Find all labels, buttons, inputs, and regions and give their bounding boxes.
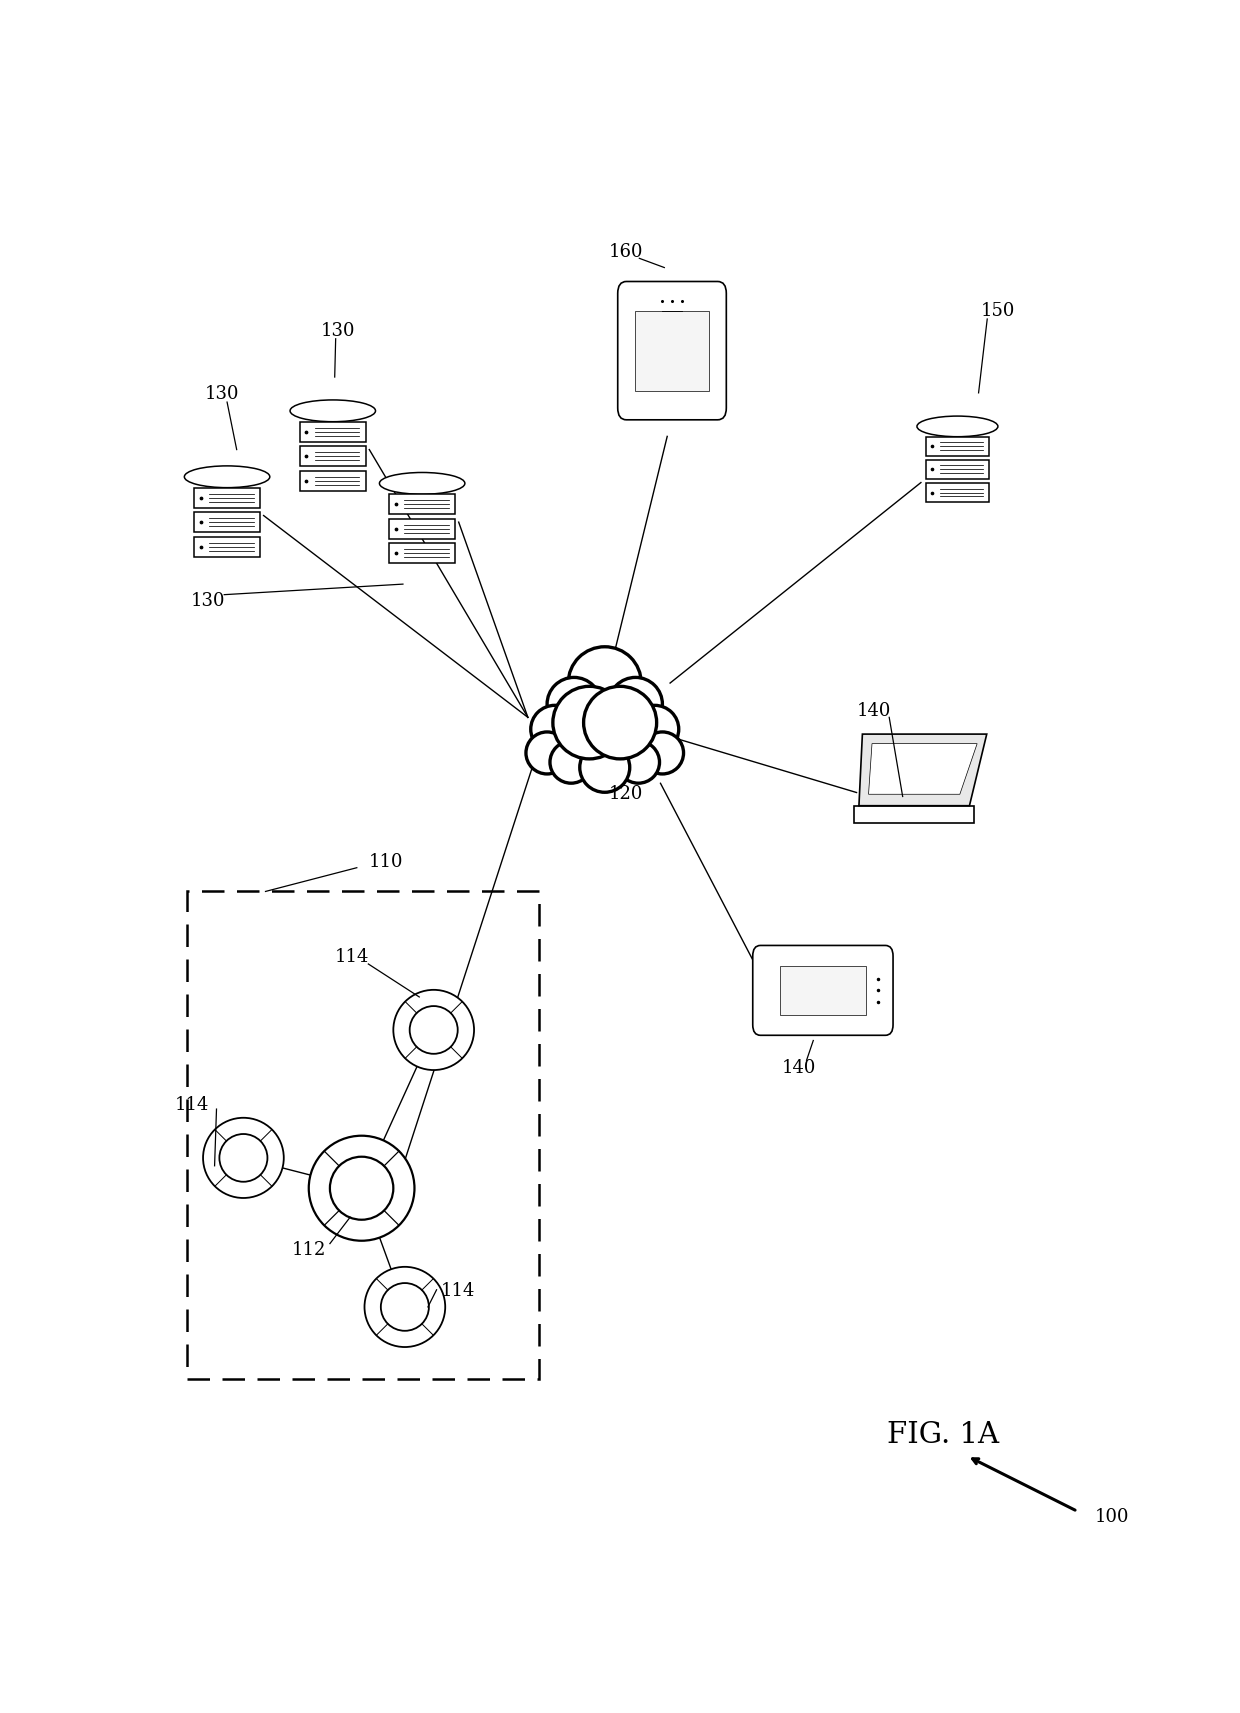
- Text: 100: 100: [1095, 1507, 1130, 1526]
- Ellipse shape: [568, 648, 641, 719]
- FancyBboxPatch shape: [195, 512, 260, 533]
- Ellipse shape: [584, 687, 657, 759]
- FancyBboxPatch shape: [780, 966, 866, 1016]
- FancyBboxPatch shape: [926, 459, 988, 480]
- FancyBboxPatch shape: [300, 421, 366, 442]
- Ellipse shape: [526, 731, 568, 774]
- Text: FIG. 1A: FIG. 1A: [887, 1420, 999, 1449]
- FancyBboxPatch shape: [389, 495, 455, 514]
- FancyBboxPatch shape: [618, 281, 727, 420]
- Ellipse shape: [551, 742, 593, 783]
- Ellipse shape: [330, 1156, 393, 1220]
- FancyBboxPatch shape: [926, 483, 988, 502]
- Text: 160: 160: [609, 243, 644, 260]
- Ellipse shape: [531, 706, 579, 754]
- FancyBboxPatch shape: [195, 488, 260, 507]
- Ellipse shape: [381, 1283, 429, 1331]
- Text: 114: 114: [335, 949, 370, 966]
- FancyBboxPatch shape: [389, 543, 455, 564]
- Ellipse shape: [631, 706, 678, 754]
- Text: 150: 150: [981, 301, 1016, 320]
- Text: 130: 130: [205, 385, 239, 403]
- Text: 110: 110: [368, 853, 403, 872]
- Text: 112: 112: [291, 1242, 326, 1259]
- Ellipse shape: [539, 682, 670, 773]
- Ellipse shape: [547, 677, 601, 731]
- Polygon shape: [859, 735, 987, 805]
- FancyBboxPatch shape: [300, 445, 366, 466]
- Text: 114: 114: [175, 1096, 208, 1113]
- FancyBboxPatch shape: [300, 471, 366, 490]
- Ellipse shape: [641, 731, 683, 774]
- FancyBboxPatch shape: [389, 519, 455, 538]
- Ellipse shape: [609, 677, 662, 731]
- Text: 140: 140: [857, 702, 892, 719]
- Ellipse shape: [203, 1119, 284, 1197]
- Ellipse shape: [916, 416, 998, 437]
- Ellipse shape: [409, 1006, 458, 1053]
- Ellipse shape: [618, 742, 660, 783]
- Ellipse shape: [309, 1136, 414, 1240]
- FancyBboxPatch shape: [926, 437, 988, 456]
- Text: 140: 140: [781, 1059, 816, 1077]
- Ellipse shape: [290, 399, 376, 421]
- Text: 114: 114: [440, 1281, 475, 1300]
- Text: 130: 130: [320, 322, 355, 339]
- FancyBboxPatch shape: [195, 536, 260, 557]
- Ellipse shape: [185, 466, 270, 488]
- Ellipse shape: [553, 687, 626, 759]
- Text: 130: 130: [191, 593, 226, 610]
- FancyBboxPatch shape: [753, 946, 893, 1035]
- Polygon shape: [868, 743, 977, 795]
- FancyBboxPatch shape: [635, 310, 709, 391]
- Ellipse shape: [219, 1134, 268, 1182]
- Ellipse shape: [580, 743, 630, 793]
- Text: 120: 120: [609, 785, 644, 803]
- Ellipse shape: [365, 1268, 445, 1346]
- Ellipse shape: [379, 473, 465, 495]
- Ellipse shape: [393, 990, 474, 1071]
- FancyBboxPatch shape: [854, 805, 975, 822]
